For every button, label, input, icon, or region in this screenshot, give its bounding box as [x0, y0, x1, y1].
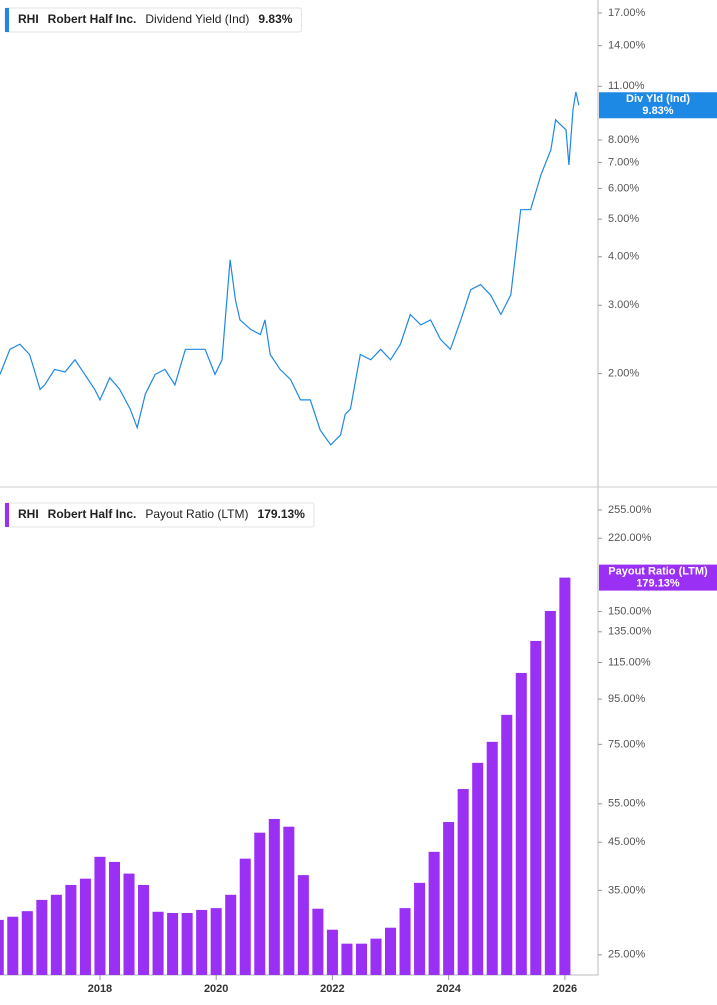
axis-flag-value: 179.13% — [636, 578, 680, 590]
y-tick-label: 255.00% — [608, 504, 652, 516]
legend-ticker: RHI — [18, 12, 39, 26]
y-tick-label: 17.00% — [608, 7, 646, 19]
legend-series-name: Dividend Yield (Ind) — [145, 12, 249, 26]
y-tick-label: 11.00% — [608, 80, 645, 92]
bar — [501, 714, 513, 975]
legend-company: Robert Half Inc. — [48, 12, 137, 26]
x-tick-label: 2018 — [88, 983, 112, 995]
bar — [196, 909, 208, 975]
y-tick-label: 7.00% — [608, 156, 639, 168]
bar — [559, 577, 571, 975]
bar — [79, 878, 91, 975]
legend-value: 179.13% — [258, 507, 306, 521]
bar — [138, 884, 150, 975]
bar — [123, 873, 135, 975]
y-tick-label: 25.00% — [608, 949, 646, 961]
y-tick-label: 14.00% — [608, 40, 646, 52]
y-tick-label: 55.00% — [608, 798, 646, 810]
y-tick-label: 2.00% — [608, 367, 639, 379]
axis-flag-name: Payout Ratio (LTM) — [608, 566, 708, 578]
bar — [50, 894, 62, 975]
bar — [7, 916, 19, 975]
bar — [21, 911, 33, 975]
bar — [0, 919, 4, 975]
bar — [254, 832, 266, 975]
plot-area — [0, 91, 580, 446]
bar — [297, 875, 309, 975]
legend-ticker: RHI — [18, 507, 39, 521]
y-tick-label: 35.00% — [608, 884, 646, 896]
bar — [36, 899, 48, 975]
bar — [515, 672, 527, 975]
y-tick-label: 220.00% — [608, 532, 652, 544]
y-tick-label: 5.00% — [608, 213, 639, 225]
axis-flag-value: 9.83% — [642, 105, 673, 117]
y-tick-label: 75.00% — [608, 738, 646, 750]
bar — [167, 912, 179, 975]
bar — [326, 929, 338, 975]
x-tick-label: 2024 — [436, 983, 461, 995]
bar — [283, 826, 295, 975]
plot-area — [0, 577, 571, 975]
x-tick-label: 2020 — [204, 983, 228, 995]
bar — [385, 927, 397, 975]
legend-company: Robert Half Inc. — [48, 507, 137, 521]
bar — [108, 861, 121, 975]
bar — [239, 858, 251, 975]
bar — [65, 884, 77, 975]
bar — [486, 741, 498, 975]
legend-swatch — [5, 503, 9, 527]
bar — [457, 789, 469, 975]
y-tick-label: 115.00% — [608, 656, 651, 668]
axis-flag — [599, 564, 717, 591]
bar — [225, 894, 237, 975]
bar — [443, 822, 455, 975]
y-tick-label: 3.00% — [608, 299, 639, 311]
bar — [370, 938, 382, 975]
bar — [472, 762, 484, 975]
bar — [355, 943, 367, 975]
legend-swatch — [5, 8, 9, 32]
y-tick-label: 8.00% — [608, 134, 639, 146]
bar — [414, 882, 426, 975]
bar — [152, 911, 164, 975]
y-tick-label: 4.00% — [608, 251, 639, 263]
bar — [94, 856, 106, 975]
axis-flag-name: Div Yld (Ind) — [626, 93, 690, 105]
legend-series-name: Payout Ratio (LTM) — [145, 507, 248, 521]
bar — [268, 819, 280, 975]
y-tick-label: 6.00% — [608, 182, 639, 194]
yield-line — [0, 91, 580, 446]
bar — [341, 943, 353, 975]
legend-value: 9.83% — [258, 12, 292, 26]
bar — [530, 640, 542, 975]
y-tick-label: 95.00% — [608, 693, 646, 705]
y-tick-label: 135.00% — [608, 626, 652, 638]
x-tick-label: 2026 — [553, 983, 577, 995]
x-tick-label: 2022 — [320, 983, 344, 995]
bar — [210, 908, 222, 975]
bar — [399, 908, 411, 975]
bar — [428, 851, 440, 975]
y-tick-label: 150.00% — [608, 606, 652, 618]
y-tick-label: 45.00% — [608, 836, 646, 848]
bar — [181, 912, 193, 975]
axis-flag — [599, 92, 717, 119]
bar — [544, 610, 556, 975]
bar — [312, 908, 324, 975]
